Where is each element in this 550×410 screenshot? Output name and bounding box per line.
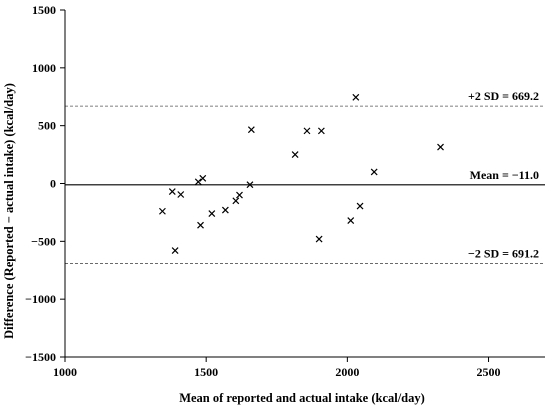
data-point (208, 210, 216, 217)
mean-label: Mean = −11.0 (470, 168, 539, 182)
y-axis-ticks: −1500 −1000 −500 0 500 1000 1500 (25, 3, 65, 364)
upper-limit-label: +2 SD = 669.2 (468, 89, 539, 103)
data-point (291, 151, 299, 159)
data-point (356, 202, 364, 210)
data-point (352, 93, 360, 101)
y-axis-title: Difference (Reported − actual intake) (k… (2, 83, 16, 339)
y-tick-label: −500 (31, 234, 56, 248)
data-point (232, 197, 240, 205)
x-axis-ticks: 1000 1500 2000 2500 (53, 357, 501, 379)
data-point (177, 191, 185, 198)
lower-limit-label: −2 SD = 691.2 (468, 246, 539, 260)
x-tick-label: 2500 (477, 365, 501, 379)
data-point (303, 127, 311, 135)
data-point (370, 168, 378, 176)
x-tick-label: 2000 (335, 365, 359, 379)
data-point (158, 207, 166, 215)
data-point (246, 181, 254, 189)
y-tick-label: 1000 (32, 61, 56, 75)
data-point (194, 178, 202, 186)
x-axis-title: Mean of reported and actual intake (kcal… (179, 391, 425, 405)
data-points (158, 93, 444, 255)
y-tick-label: −1500 (25, 350, 56, 364)
reference-lines (65, 105, 545, 264)
data-point (199, 174, 207, 182)
data-point (437, 143, 444, 151)
y-tick-label: 1500 (32, 3, 56, 17)
reference-line-labels: Mean = −11.0 +2 SD = 669.2 −2 SD = 691.2 (468, 89, 539, 260)
y-tick-label: 500 (38, 119, 56, 133)
data-point (247, 126, 255, 134)
data-point (347, 217, 355, 224)
y-tick-label: 0 (50, 177, 56, 191)
data-point (317, 127, 325, 135)
y-tick-label: −1000 (25, 292, 56, 306)
data-point (221, 206, 229, 214)
data-point (168, 188, 176, 196)
data-point (197, 221, 204, 229)
x-tick-label: 1500 (194, 365, 218, 379)
data-point (171, 247, 179, 255)
x-tick-label: 1000 (53, 365, 77, 379)
data-point (236, 191, 243, 199)
data-point (315, 235, 323, 243)
